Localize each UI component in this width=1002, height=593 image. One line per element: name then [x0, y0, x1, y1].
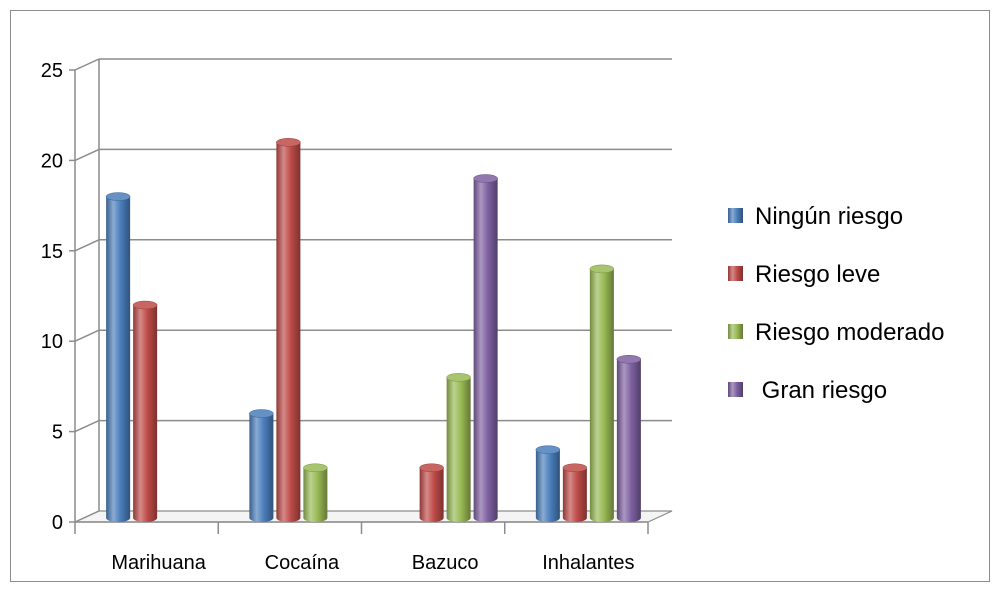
wall-diagonal — [74, 419, 100, 433]
legend-item: Gran riesgo — [728, 377, 887, 404]
bar-top — [562, 463, 588, 473]
bar-body — [133, 305, 158, 522]
chart-walls — [74, 59, 673, 523]
bar-top — [589, 264, 615, 274]
bar-body — [535, 449, 560, 522]
bar-top — [616, 355, 642, 364]
legend-label: Riesgo moderado — [755, 319, 944, 346]
bar — [132, 300, 158, 522]
bar — [446, 373, 471, 522]
legend-swatch — [728, 266, 743, 281]
y-tick-label: 10 — [41, 331, 63, 353]
bar-body — [589, 268, 614, 522]
bar-body — [249, 413, 274, 522]
y-tick-label: 20 — [41, 150, 63, 172]
legend-swatch — [728, 382, 743, 397]
x-tick-labels: Marihuana Cocaína Bazuco Inhalantes — [111, 552, 634, 574]
legend-label: Gran riesgo — [755, 377, 887, 404]
x-tick-label: Marihuana — [111, 552, 206, 574]
y-tick-label: 5 — [52, 422, 63, 444]
x-tick-label: Cocaína — [265, 552, 340, 574]
legend-item: Riesgo moderado — [728, 319, 944, 346]
bar — [473, 174, 498, 523]
bar-top — [303, 463, 328, 473]
legend-swatch — [728, 208, 743, 223]
legend-label: Ningún riesgo — [755, 203, 903, 230]
bar — [249, 409, 274, 522]
bar-body — [276, 142, 301, 522]
x-tick-label: Inhalantes — [542, 552, 634, 574]
bar — [589, 264, 615, 522]
bar-top — [249, 409, 274, 418]
bar-body — [106, 196, 131, 522]
bar — [303, 463, 328, 522]
bar-top — [105, 192, 131, 201]
chart-frame — [10, 10, 990, 582]
y-tick-label: 15 — [41, 241, 63, 263]
bar-top — [473, 174, 498, 183]
bar-top — [535, 445, 561, 454]
wall-diagonal — [74, 239, 100, 252]
bar — [419, 463, 444, 522]
bar-body — [473, 178, 498, 523]
bar-top — [446, 373, 471, 382]
wall-diagonal — [74, 329, 100, 342]
legend-label: Riesgo leve — [755, 261, 880, 288]
x-tick-label: Bazuco — [412, 552, 479, 574]
legend-item: Ningún riesgo — [728, 203, 903, 230]
wall-diagonal — [74, 58, 100, 71]
bar — [562, 463, 588, 522]
bar-body — [419, 467, 444, 522]
bar — [535, 445, 561, 522]
gridlines — [74, 58, 672, 523]
bar-body — [562, 467, 587, 522]
axes — [69, 69, 649, 534]
bar — [616, 355, 642, 522]
wall-diagonal — [74, 148, 100, 162]
y-tick-label: 25 — [41, 60, 63, 82]
y-tick-labels: 0 5 10 15 20 25 — [41, 60, 63, 534]
y-tick-label: 0 — [52, 512, 63, 534]
bar-top — [132, 300, 158, 310]
wall-diagonal — [74, 510, 100, 523]
legend-swatch — [728, 324, 743, 339]
bar — [105, 192, 131, 522]
bar-body — [616, 359, 641, 522]
bars — [105, 138, 642, 523]
bar-body — [303, 467, 328, 522]
bar-body — [446, 377, 471, 522]
bar-top — [419, 463, 444, 473]
bar-top — [276, 138, 301, 147]
bar — [276, 138, 301, 522]
legend-item: Riesgo leve — [728, 261, 880, 288]
